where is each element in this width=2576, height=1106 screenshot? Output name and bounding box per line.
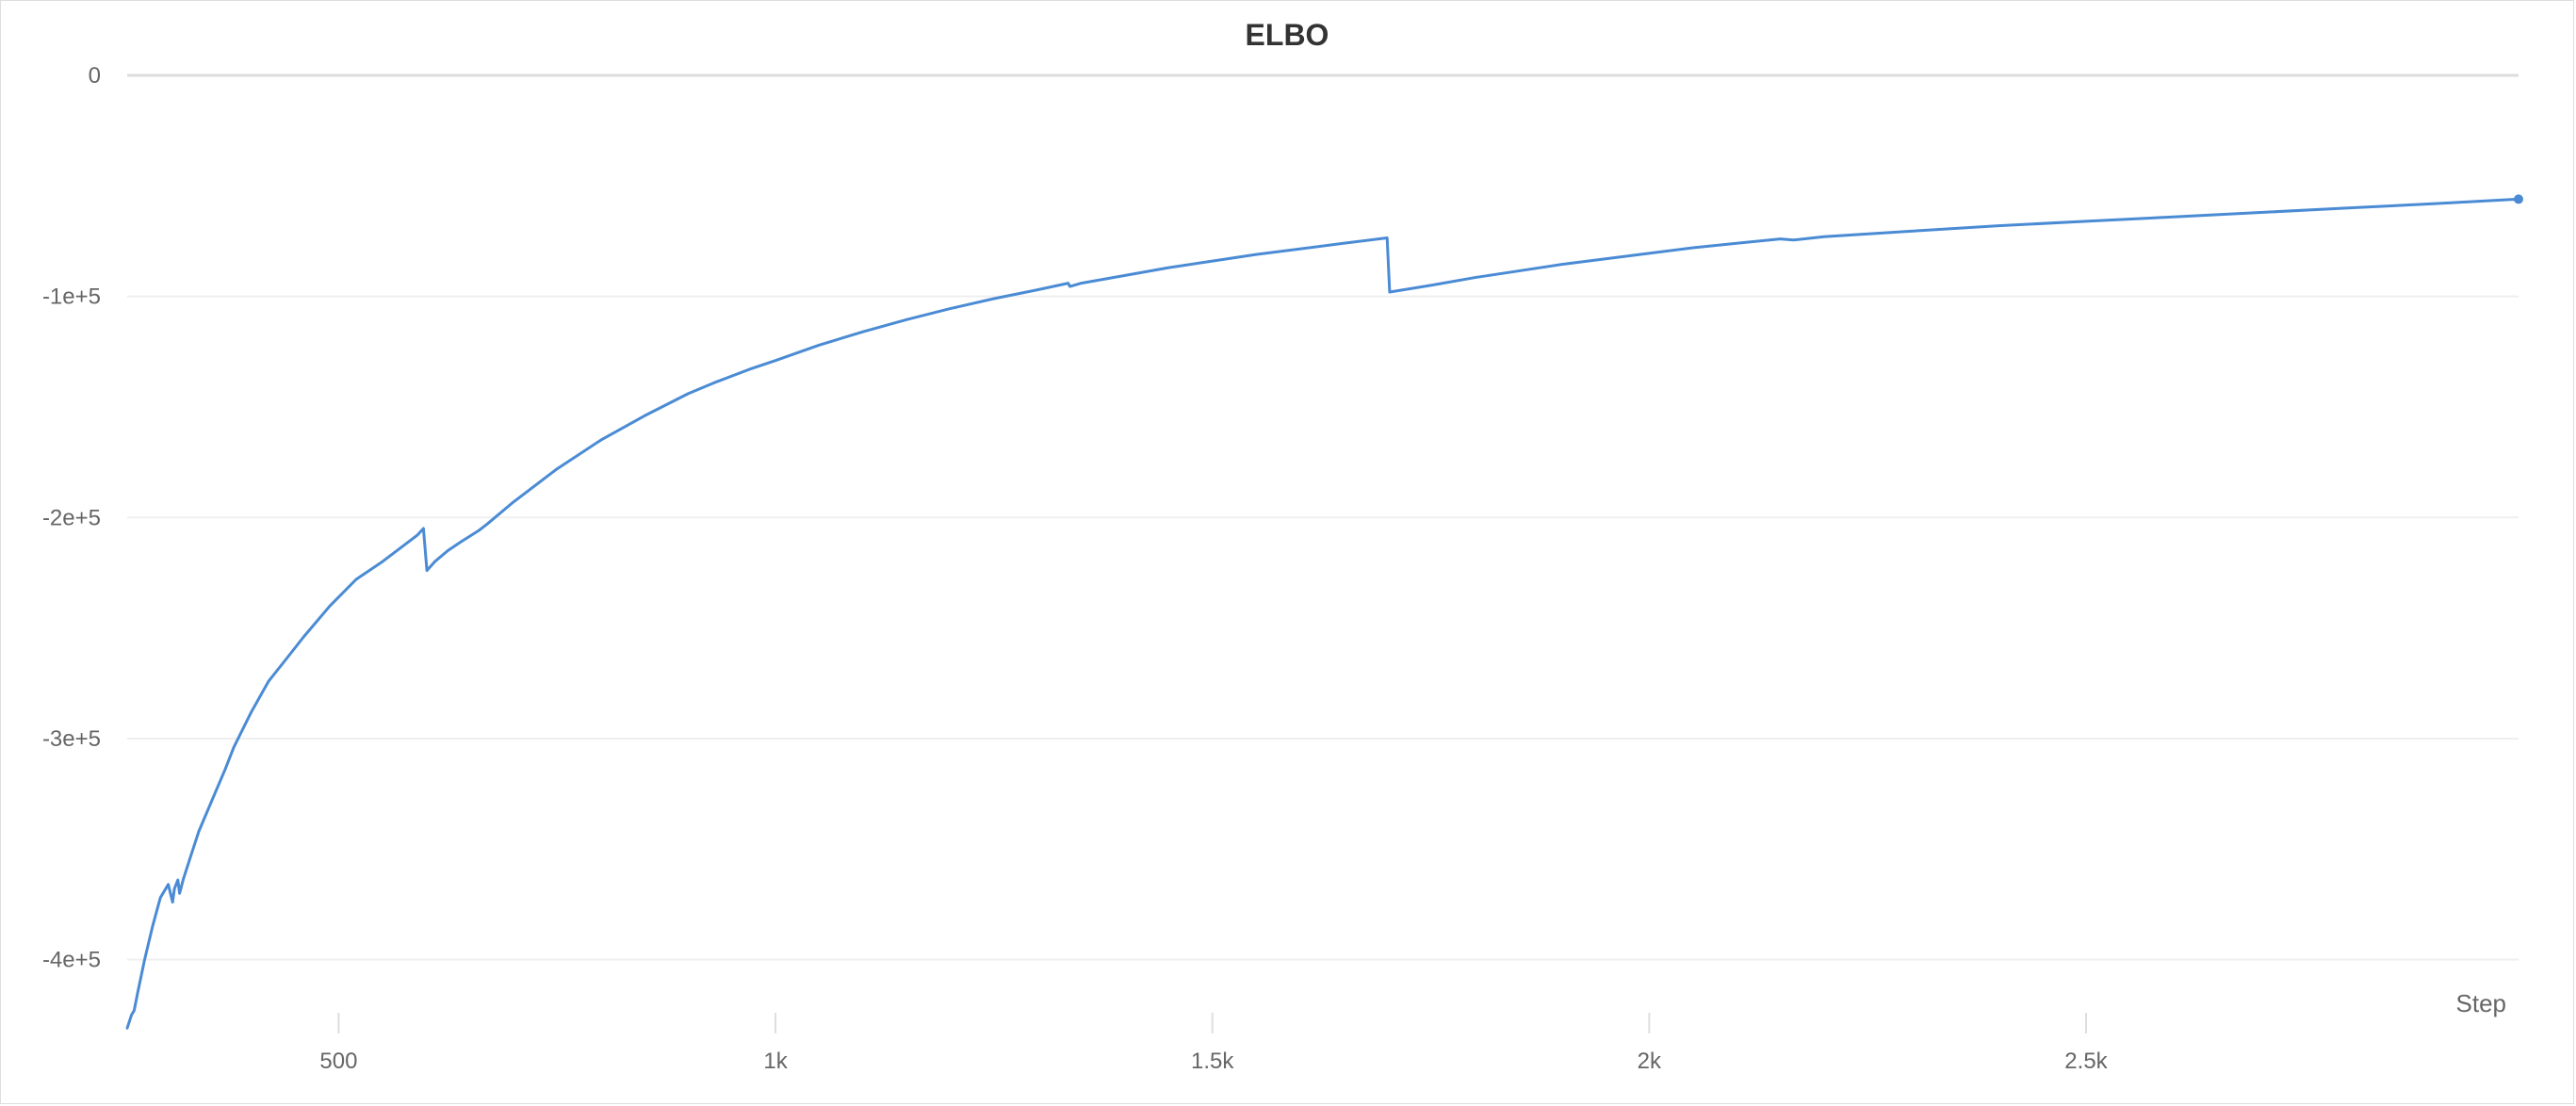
x-axis-ticks: 500 1k 1.5k 2k 2.5k xyxy=(319,1013,2109,1074)
y-tick-label: -3e+5 xyxy=(42,726,101,752)
grid-lines xyxy=(127,73,2519,961)
x-tick-label: 500 xyxy=(319,1049,357,1074)
x-tick-label: 2.5k xyxy=(2064,1049,2108,1074)
series-line xyxy=(125,197,2520,1030)
y-tick-label: -2e+5 xyxy=(42,505,101,530)
x-axis-label: Step xyxy=(2456,989,2507,1017)
series-layer xyxy=(125,194,2523,1030)
x-tick-label: 1.5k xyxy=(1191,1049,1234,1074)
series-end-point xyxy=(2514,194,2523,204)
chart-title: ELBO xyxy=(1245,18,1329,52)
x-tick-label: 2k xyxy=(1638,1049,1662,1074)
y-tick-label: 0 xyxy=(89,63,101,89)
y-axis-ticks: 0 -1e+5 -2e+5 -3e+5 -4e+5 xyxy=(42,63,101,973)
y-tick-label: -1e+5 xyxy=(42,285,101,310)
x-tick-label: 1k xyxy=(763,1049,788,1074)
y-tick-label: -4e+5 xyxy=(42,948,101,973)
